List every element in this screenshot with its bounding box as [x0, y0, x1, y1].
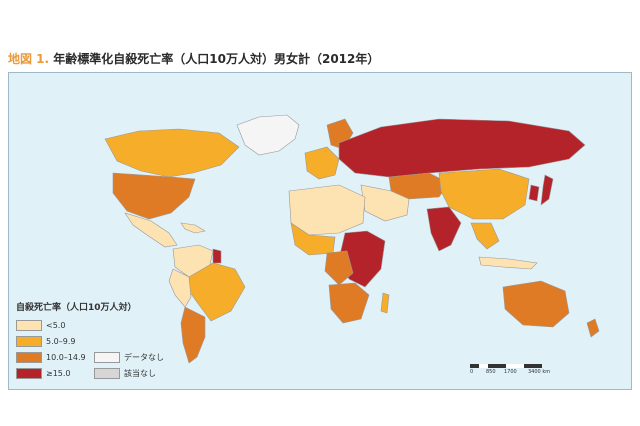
legend-swatch: [16, 320, 42, 331]
legend-label: 10.0–14.9: [46, 353, 86, 362]
scale-tick: 3400 km: [528, 369, 551, 375]
region-caribbean: [180, 222, 206, 234]
region-brazil: [188, 262, 246, 322]
legend-item-not-applicable: 該当なし: [94, 368, 156, 379]
map-title-text: 年齢標準化自殺死亡率（人口10万人対）男女計（2012年）: [53, 52, 380, 66]
region-north-africa: [288, 184, 366, 236]
region-canada: [104, 128, 240, 178]
region-new-zealand: [586, 318, 600, 338]
region-southern-cone: [180, 306, 206, 364]
legend-swatch: [16, 368, 42, 379]
scale-bar: 0 850 1700 3400 km: [470, 364, 550, 382]
legend-swatch: [94, 368, 120, 379]
scale-tick: 850: [486, 369, 496, 375]
region-western-europe: [304, 146, 340, 180]
world-map[interactable]: [8, 72, 632, 390]
scale-tick: 0: [470, 369, 474, 375]
legend-item-10-15: 10.0–14.9: [16, 352, 86, 363]
scale-bar-graphic: [470, 364, 542, 368]
region-china: [438, 168, 530, 220]
map-title: 地図 1. 年齢標準化自殺死亡率（人口10万人対）男女計（2012年）: [8, 50, 379, 67]
figure-label: 地図 1.: [8, 52, 50, 66]
region-southern-africa: [328, 282, 370, 324]
region-india: [426, 206, 462, 252]
legend-item-no-data: データなし: [94, 352, 164, 363]
region-australia: [502, 280, 570, 328]
legend-item-ge15: ≥15.0: [16, 368, 71, 379]
region-southeast-asia: [470, 222, 500, 250]
legend-swatch: [16, 336, 42, 347]
world-map-svg: [104, 114, 600, 364]
scale-tick: 1700: [504, 369, 517, 375]
legend-label: データなし: [124, 353, 164, 362]
region-japan: [540, 174, 554, 206]
legend-item-lt5: <5.0: [16, 320, 65, 331]
region-madagascar: [380, 292, 390, 314]
legend: 自殺死亡率（人口10万人対） <5.0 5.0–9.9 10.0–14.9 ≥1…: [8, 300, 208, 390]
region-russia: [338, 118, 586, 178]
region-middle-east: [360, 184, 410, 222]
legend-item-5-10: 5.0–9.9: [16, 336, 75, 347]
legend-label: 5.0–9.9: [46, 337, 76, 346]
region-mexico: [124, 212, 178, 248]
region-korea: [528, 184, 540, 202]
legend-swatch: [16, 352, 42, 363]
legend-label: 該当なし: [124, 369, 156, 378]
region-guyana: [212, 248, 222, 264]
legend-swatch: [94, 352, 120, 363]
legend-label: ≥15.0: [46, 369, 71, 378]
region-congo: [324, 250, 354, 286]
region-indonesia: [478, 256, 538, 270]
legend-label: <5.0: [46, 321, 66, 330]
region-usa: [112, 172, 196, 220]
region-greenland: [236, 114, 300, 156]
legend-title: 自殺死亡率（人口10万人対）: [16, 303, 137, 313]
